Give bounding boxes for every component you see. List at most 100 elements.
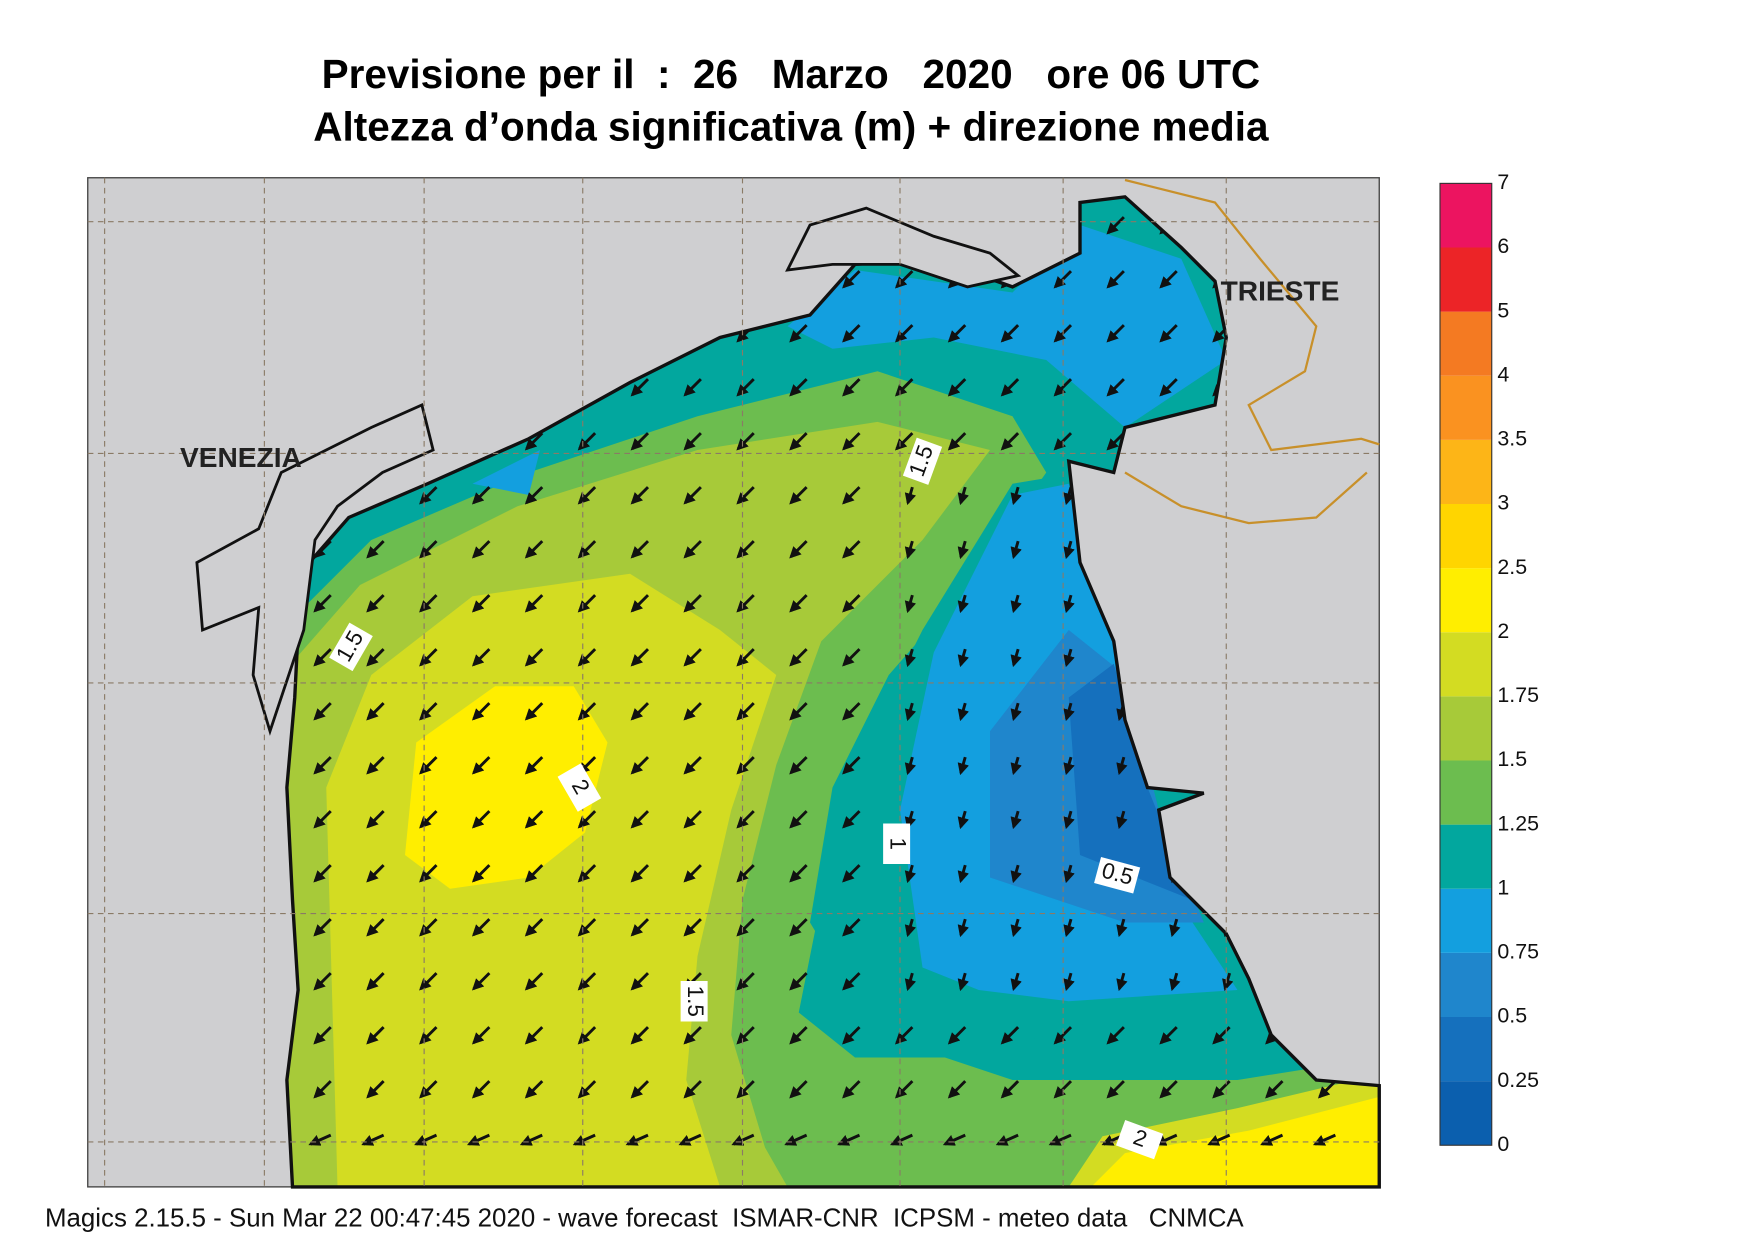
colorbar-swatch <box>1440 439 1492 504</box>
wave-arrow <box>1000 1026 1020 1045</box>
wave-arrow <box>1116 810 1128 830</box>
wave-arrow <box>577 810 597 829</box>
wave-arrow <box>524 918 544 937</box>
colorbar-swatch <box>1440 696 1492 761</box>
wave-arrow <box>731 1133 755 1146</box>
wave-arrow <box>524 864 544 883</box>
contour-value: 1.5 <box>683 986 708 1017</box>
label-bg <box>1115 1120 1164 1160</box>
wave-arrow <box>736 864 755 883</box>
wave-arrow <box>419 1080 438 1099</box>
wave-arrow <box>1169 918 1181 938</box>
wave-arrow <box>414 1133 438 1146</box>
wave-arrow <box>842 270 861 289</box>
wave-arrow <box>524 756 544 775</box>
contour-label: 1 <box>883 823 911 864</box>
wave-arrow <box>1010 702 1022 722</box>
wave-arrow <box>630 540 650 559</box>
wave-arrow <box>308 1133 332 1146</box>
wave-arrow <box>789 864 808 883</box>
wave-arrow <box>630 378 650 397</box>
wave-arrow <box>1159 324 1178 343</box>
wave-arrow <box>904 486 917 506</box>
wave-arrow <box>789 324 808 343</box>
colorbar-swatch <box>1440 504 1492 569</box>
wave-arrow <box>471 972 491 991</box>
colorbar-label: 2.5 <box>1497 555 1527 579</box>
wave-arrow <box>1207 1133 1231 1146</box>
wave-arrow <box>957 972 969 992</box>
wave-arrow <box>419 648 438 667</box>
wave-arrow <box>471 1026 491 1045</box>
wave-arrow <box>524 486 544 505</box>
colorbar-label: 1.25 <box>1497 811 1539 835</box>
contour-value: 1 <box>886 837 911 850</box>
wave-arrow <box>842 324 861 343</box>
wave-arrow <box>366 918 385 937</box>
wave-arrow <box>1106 324 1125 343</box>
wave-arrow <box>419 918 438 937</box>
wave-arrow <box>1010 540 1022 560</box>
wave-arrow <box>683 486 702 505</box>
wave-arrow <box>630 864 650 883</box>
wave-arrow <box>1063 594 1075 614</box>
wave-arrow <box>1053 1026 1073 1045</box>
wave-arrow <box>736 918 755 937</box>
wave-arrow <box>625 1133 649 1146</box>
colorbar-swatch <box>1440 888 1492 953</box>
wave-arrow <box>1116 756 1128 776</box>
colorbar-label: 6 <box>1497 234 1509 258</box>
wave-arrow <box>889 1133 913 1146</box>
wave-arrow <box>842 594 861 613</box>
wave-arrow <box>466 1133 490 1146</box>
wave-arrow <box>894 324 914 343</box>
wave-arrow <box>419 756 438 775</box>
wave-arrow <box>957 756 969 776</box>
wave-arrow <box>419 486 438 505</box>
wave-arrow <box>837 1133 861 1146</box>
wave-arrow <box>577 1080 597 1099</box>
wave-arrow <box>904 972 917 992</box>
colorbar-swatch <box>1440 1081 1492 1146</box>
wave-arrow <box>630 594 650 613</box>
wave-arrow <box>577 648 597 667</box>
wave-arrow <box>957 648 969 668</box>
wave-arrow <box>842 378 861 397</box>
wave-arrow <box>678 1133 702 1146</box>
wave-arrow <box>1010 486 1022 506</box>
wave-arrow <box>630 702 650 721</box>
wave-arrow <box>789 432 808 451</box>
wave-arrow <box>313 648 332 667</box>
wave-arrow <box>1063 756 1075 776</box>
wave-arrow <box>524 1026 544 1045</box>
wave-arrow <box>1063 918 1075 938</box>
wave-arrow <box>736 756 755 775</box>
wave-arrow <box>957 864 969 884</box>
label-bg <box>1094 856 1141 894</box>
wave-arrow <box>683 864 702 883</box>
wave-arrow <box>572 1133 596 1146</box>
wave-arrow <box>313 918 332 937</box>
wave-arrow <box>842 918 861 937</box>
wave-arrow <box>842 540 861 559</box>
wave-arrow <box>313 864 332 883</box>
wave-arrow <box>519 1133 543 1146</box>
wave-arrow <box>1265 1080 1284 1099</box>
wave-arrow <box>577 918 597 937</box>
wave-arrow <box>683 702 702 721</box>
wave-arrow <box>1312 1133 1336 1146</box>
label-bg <box>883 823 911 864</box>
colorbar: 0 0.25 0.5 0.75 1 1.25 1.5 1.75 2 2.5 3 3.5 4 5 6 7 <box>1439 170 1539 1156</box>
wave-arrow <box>957 810 969 830</box>
wave-arrow <box>904 702 917 722</box>
place-label: VENEZIA <box>180 442 302 473</box>
footer: Magics 2.15.5 - Sun Mar 22 00:47:45 2020… <box>45 1204 1244 1232</box>
wave-arrow <box>366 702 385 721</box>
colorbar-frame <box>1439 182 1493 1146</box>
wave-arrow <box>789 1026 808 1045</box>
wave-arrow <box>1106 270 1125 289</box>
wave-arrow <box>736 432 755 451</box>
wave-arrow <box>947 432 967 451</box>
